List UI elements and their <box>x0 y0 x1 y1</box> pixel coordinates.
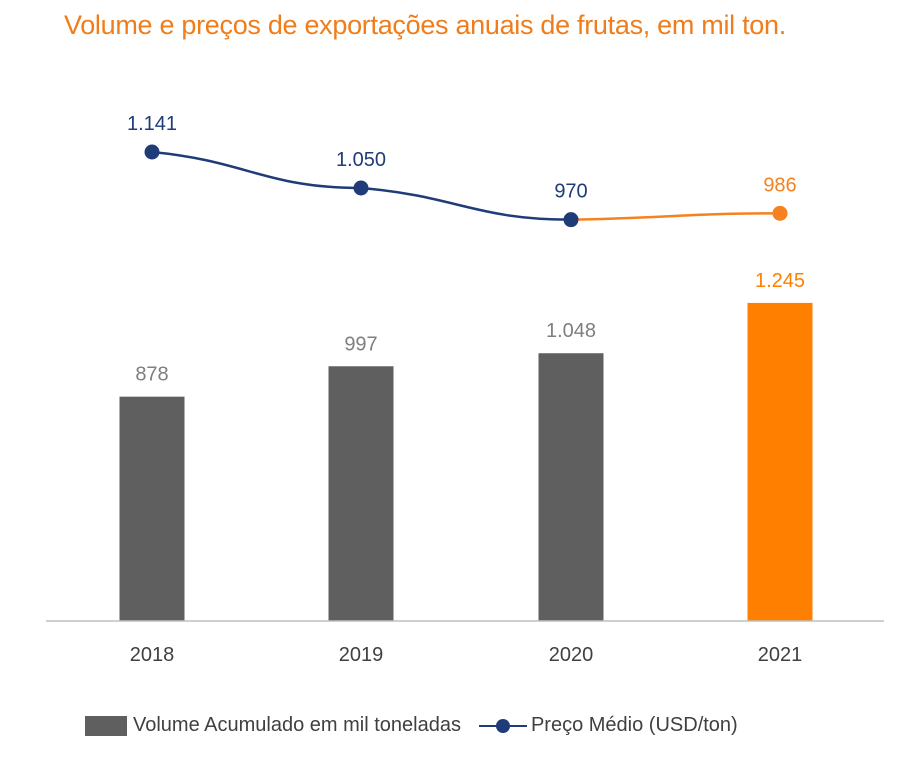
bar-2021 <box>747 302 813 621</box>
legend-label-price: Preço Médio (USD/ton) <box>530 714 738 736</box>
x-axis-ticks: 2018 2019 2020 2021 <box>130 644 803 666</box>
bar-2018 <box>119 396 185 621</box>
legend-line-swatch <box>478 716 527 736</box>
bar-series: 878 997 1.048 1.245 <box>119 270 813 621</box>
x-tick-2019: 2019 <box>339 644 384 666</box>
line-point-2020 <box>563 212 579 228</box>
bar-label-2020: 1.048 <box>546 320 596 342</box>
line-label-2021: 986 <box>763 174 796 196</box>
chart-title: Volume e preços de exportações anuais de… <box>64 10 786 40</box>
legend-item-price: Preço Médio (USD/ton) <box>478 714 738 737</box>
line-label-2019: 1.050 <box>336 149 386 171</box>
line-label-2020: 970 <box>554 181 587 203</box>
bar-label-2021: 1.245 <box>755 270 805 292</box>
line-segment-2020-2021 <box>570 212 781 221</box>
x-tick-2021: 2021 <box>758 644 803 666</box>
line-segment-2018-2019 <box>151 150 362 190</box>
bar-2020 <box>538 353 604 621</box>
line-segment-2019-2020 <box>360 186 572 221</box>
bar-label-2018: 878 <box>135 364 168 386</box>
legend-label-volume: Volume Acumulado em mil toneladas <box>133 714 461 736</box>
legend-item-volume: Volume Acumulado em mil toneladas <box>85 714 461 737</box>
legend-bar-swatch <box>85 715 127 736</box>
line-label-2018: 1.141 <box>127 113 177 135</box>
line-point-2021 <box>772 205 788 221</box>
bar-label-2019: 997 <box>344 333 377 355</box>
x-tick-2020: 2020 <box>549 644 594 666</box>
line-series: 1.141 1.050 970 986 <box>127 113 797 228</box>
line-point-2019 <box>353 180 369 196</box>
bar-2019 <box>328 366 394 621</box>
legend: Volume Acumulado em mil toneladas Preço … <box>85 714 738 737</box>
line-point-2018 <box>144 144 160 160</box>
x-tick-2018: 2018 <box>130 644 175 666</box>
